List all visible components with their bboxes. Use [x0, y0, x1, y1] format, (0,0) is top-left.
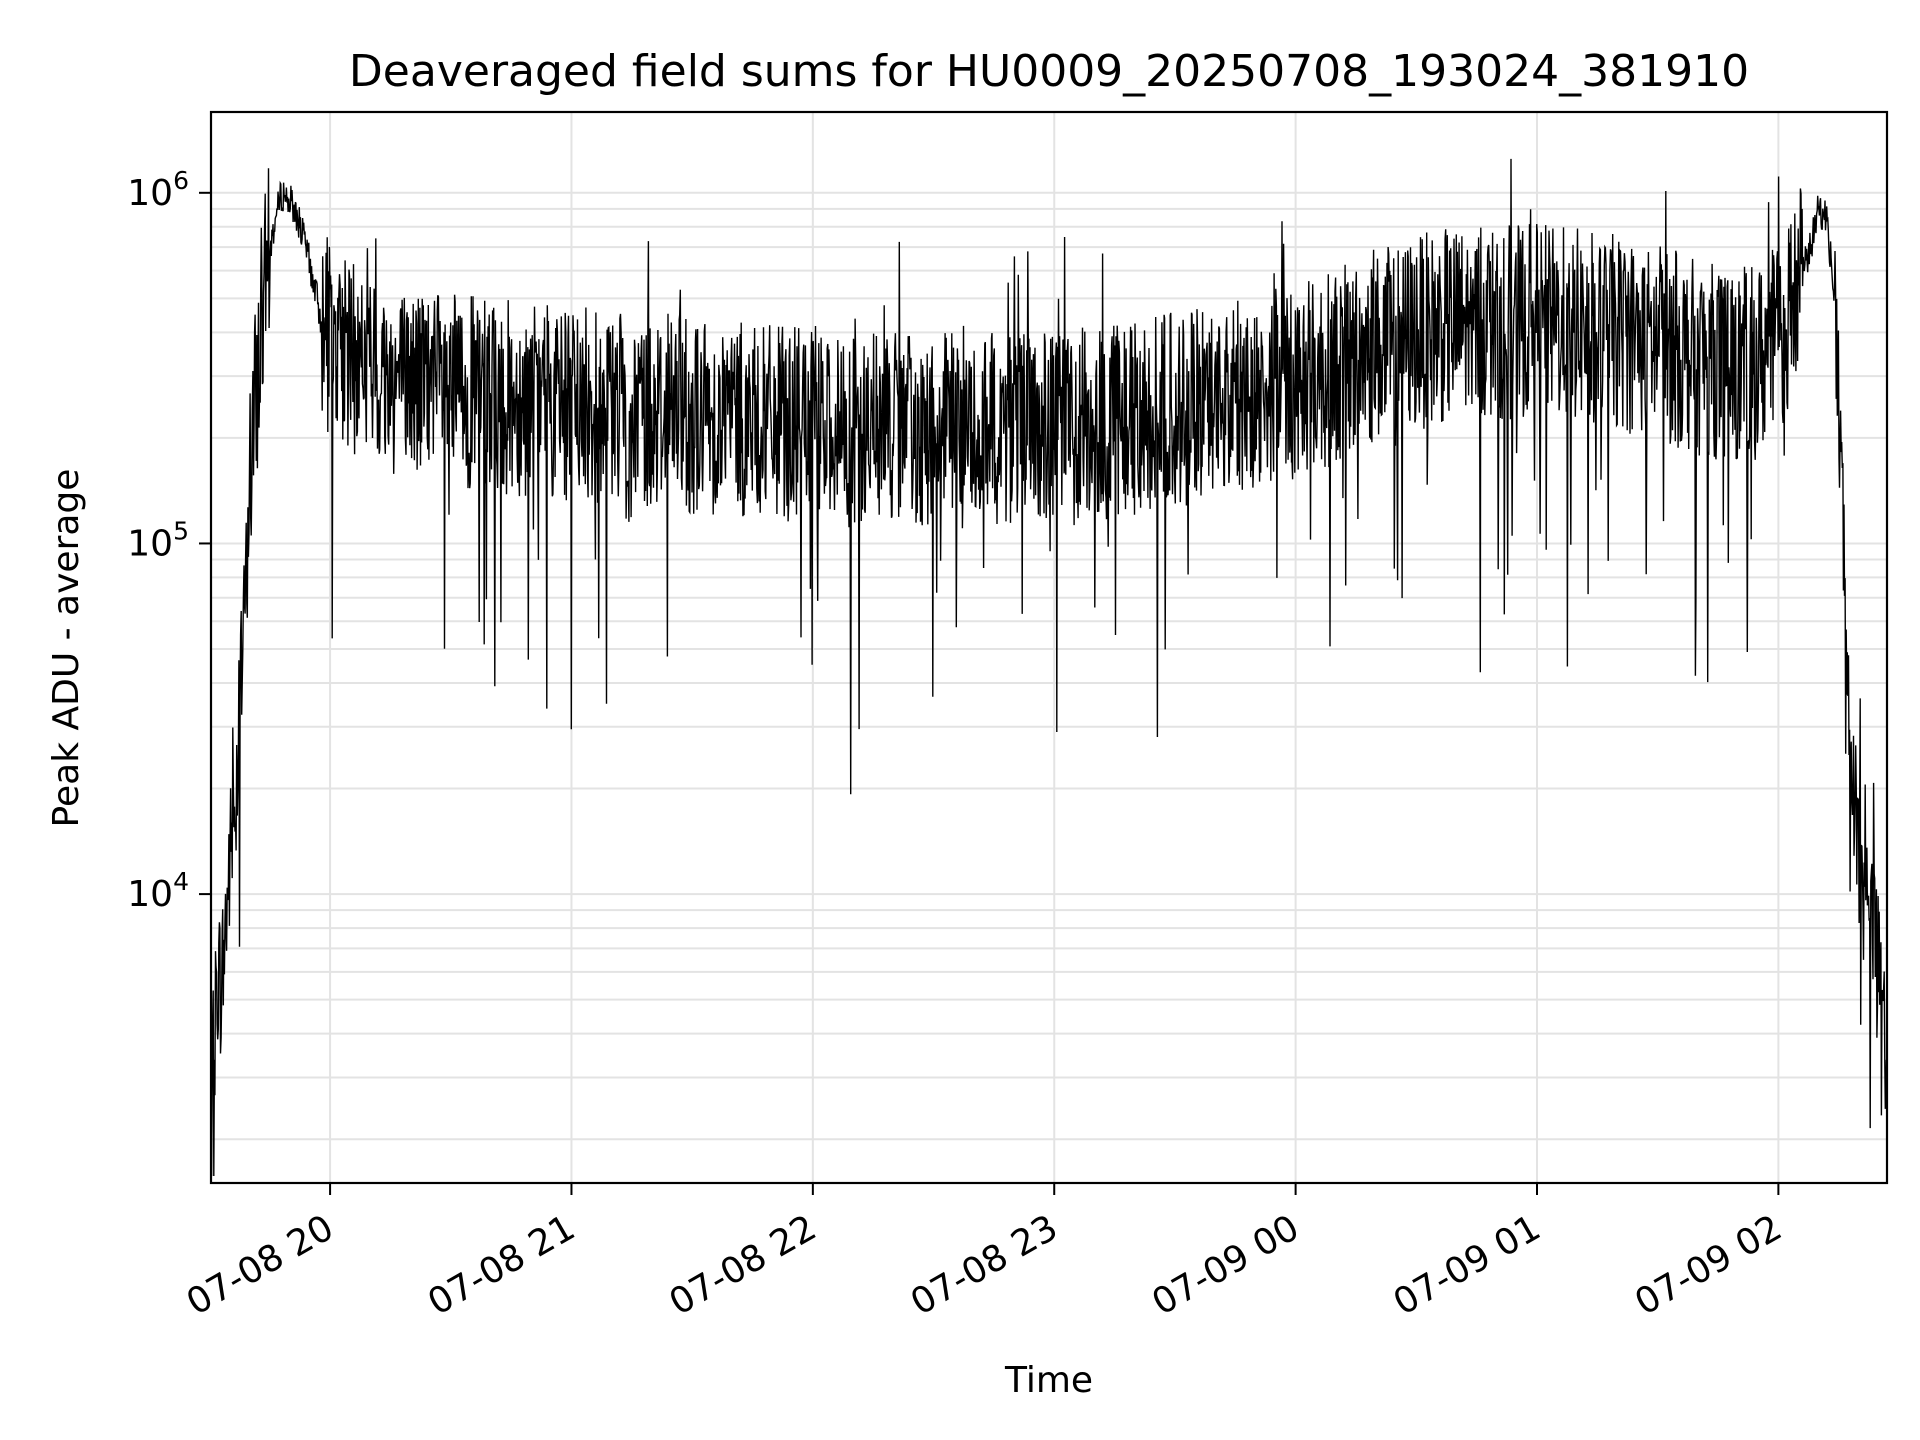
x-tick-label: 07-08 22 — [663, 1207, 824, 1323]
x-axis-label: Time — [1004, 1360, 1093, 1401]
chart-title: Deaveraged field sums for HU0009_2025070… — [349, 46, 1749, 97]
x-tick-label: 07-08 21 — [421, 1207, 582, 1323]
y-tick-label: 104 — [127, 867, 189, 915]
series-line — [210, 158, 1888, 1177]
grid — [211, 112, 1887, 1183]
x-tick-label: 07-09 02 — [1628, 1207, 1789, 1323]
x-tick-label: 07-08 20 — [180, 1207, 341, 1323]
y-tick-label: 106 — [127, 166, 189, 214]
plot-frame — [209, 110, 1889, 1185]
y-axis-label: Peak ADU - average — [46, 469, 87, 828]
x-tick-label: 07-09 01 — [1387, 1207, 1548, 1323]
data-layer — [210, 158, 1888, 1177]
x-tick-label: 07-09 00 — [1145, 1207, 1306, 1323]
y-tick-label: 105 — [127, 516, 189, 564]
x-tick-label: 07-08 23 — [904, 1207, 1065, 1323]
